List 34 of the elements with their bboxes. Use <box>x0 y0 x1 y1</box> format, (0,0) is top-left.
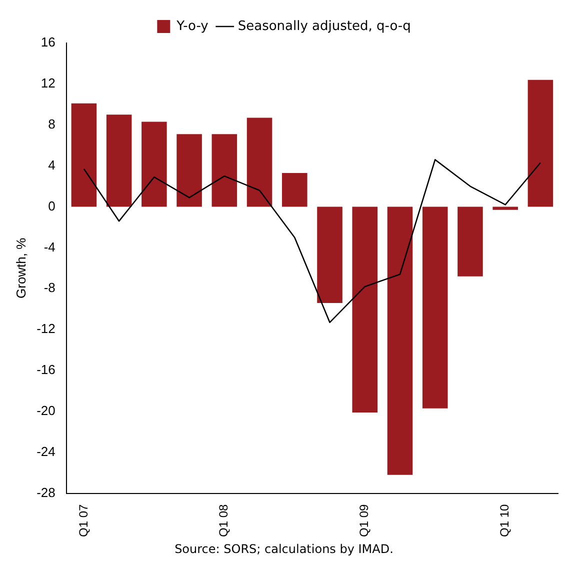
bar <box>282 172 308 207</box>
y-tick-label: -20 <box>36 403 56 418</box>
y-tick-label: -8 <box>44 280 56 296</box>
y-tick-label: 12 <box>40 76 56 91</box>
legend-label: Seasonally adjusted, q-o-q <box>238 18 411 34</box>
y-tick-label: 8 <box>48 116 56 132</box>
y-tick-label: 4 <box>48 157 56 172</box>
x-tick-label: Q1 10 <box>498 504 512 538</box>
bar <box>492 206 518 210</box>
legend-label: Y-o-y <box>176 18 209 34</box>
bar <box>387 206 413 475</box>
bar <box>176 134 202 207</box>
x-tick-label: Q1 07 <box>76 504 90 538</box>
bar <box>246 118 272 207</box>
bar <box>528 80 554 207</box>
bar <box>458 206 483 276</box>
bar <box>106 114 132 207</box>
bar <box>422 206 448 408</box>
y-axis-title: Growth, % <box>13 237 28 298</box>
y-tick-label: 0 <box>48 198 56 214</box>
bar <box>71 103 97 207</box>
y-tick-label: -28 <box>36 484 56 500</box>
bar <box>352 206 378 412</box>
y-tick-label: -12 <box>36 321 56 336</box>
x-tick-label: Q1 09 <box>357 504 372 538</box>
x-tick-label: Q1 08 <box>216 504 231 538</box>
bar <box>317 206 342 303</box>
source-note: Source: SORS; calculations by IMAD. <box>174 542 394 556</box>
y-tick-label: 16 <box>40 34 56 50</box>
y-tick-label: -16 <box>36 362 56 378</box>
y-tick-label: -4 <box>44 239 56 254</box>
y-tick-label: -24 <box>36 444 56 459</box>
bar <box>142 122 167 207</box>
bar <box>212 134 238 207</box>
